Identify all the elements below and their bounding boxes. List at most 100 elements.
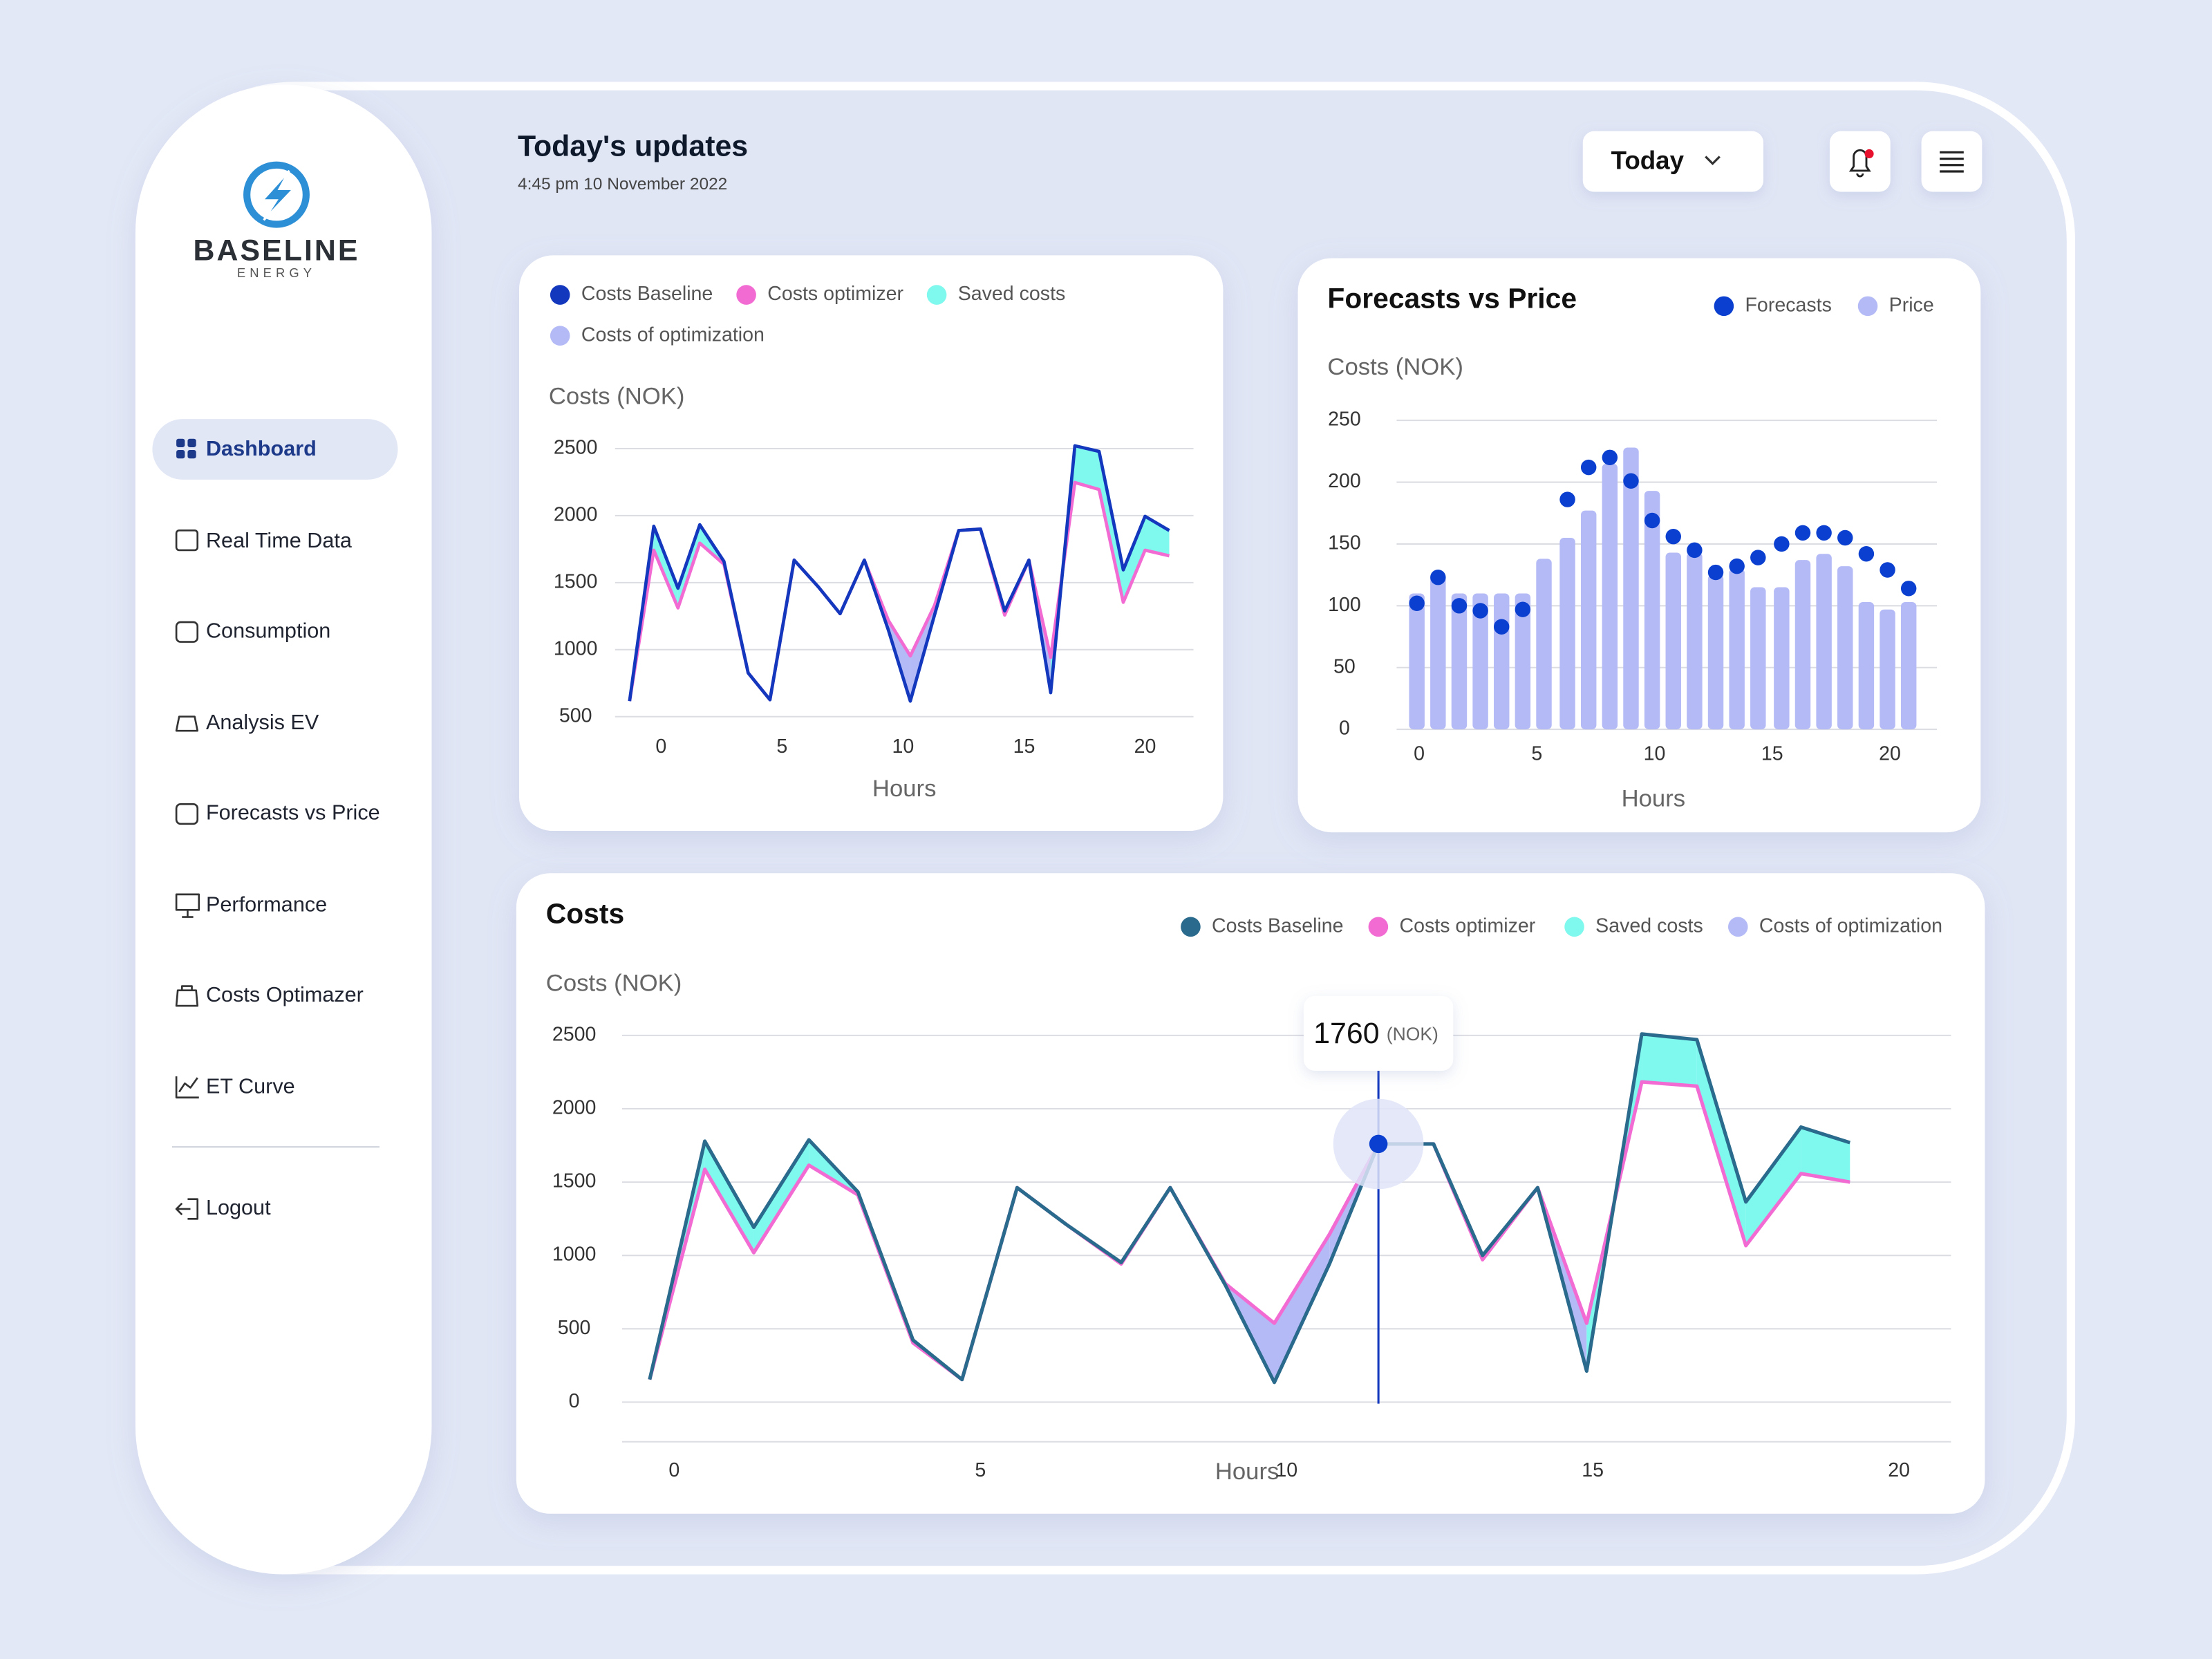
legend-swatch: [1564, 917, 1584, 937]
notification-dot: [1864, 149, 1874, 158]
series-line: [628, 480, 1170, 702]
difference-area: [1123, 516, 1145, 603]
legend-label: Price: [1889, 294, 1934, 316]
x-tick-label: 15: [1582, 1459, 1604, 1481]
nav-item[interactable]: ET Curve: [206, 1075, 295, 1098]
sidebar: [135, 84, 432, 1575]
card: [519, 255, 1224, 832]
y-tick-label: 500: [558, 1317, 591, 1339]
difference-area: [704, 1141, 754, 1253]
y-tick-label: 2500: [552, 1023, 597, 1045]
nav-item[interactable]: Consumption: [206, 619, 330, 642]
scatter-point: [1472, 603, 1488, 619]
y-tick-label: 2500: [554, 437, 598, 459]
scatter-point: [1409, 595, 1425, 611]
icon-part: [187, 438, 196, 447]
nav-item[interactable]: Analysis EV: [206, 711, 319, 734]
chart-title: Costs: [546, 897, 624, 929]
bar: [1880, 609, 1895, 730]
y-axis-title: Costs (NOK): [546, 971, 682, 997]
logout-icon: [175, 1198, 199, 1220]
tooltip-text: 1760 (NOK): [1313, 1017, 1438, 1050]
bar: [1794, 560, 1811, 730]
scatter-point: [1559, 491, 1575, 507]
bar: [1900, 601, 1917, 730]
x-tick-label: 10: [1644, 742, 1666, 765]
x-axis-title: Hours: [1622, 785, 1686, 812]
difference-area: [1145, 516, 1170, 556]
scatter-point: [1900, 581, 1917, 597]
series-line: [648, 1032, 1851, 1385]
y-tick-label: 1500: [552, 1170, 597, 1192]
nav-item[interactable]: Real Time Data: [206, 529, 353, 552]
scatter-point: [1451, 598, 1468, 614]
chart: 0 500 1000 1500 2000 2500 0 5 10 15 20 Costs Baseli…: [552, 915, 1951, 1481]
y-tick-label: 150: [1328, 532, 1361, 554]
nav-item[interactable]: Dashboard: [206, 437, 317, 460]
y-tick-label: 100: [1328, 594, 1361, 616]
bar: [1750, 587, 1766, 730]
nav-icon: [175, 715, 199, 732]
x-tick-label: 20: [1134, 735, 1156, 758]
y-tick-label: 2000: [554, 503, 598, 525]
bar: [1816, 554, 1832, 730]
legend-swatch: [550, 326, 570, 346]
difference-area: [653, 526, 678, 608]
menu-button[interactable]: [1921, 131, 1983, 192]
y-tick-label: 0: [1339, 718, 1350, 740]
period-dropdown[interactable]: [1582, 131, 1764, 192]
difference-area: [1745, 1127, 1801, 1246]
x-tick-label: 5: [776, 735, 787, 758]
legend-label: Costs optimizer: [767, 283, 903, 305]
scatter-point: [1729, 558, 1745, 574]
x-tick-label: 10: [892, 735, 915, 758]
icon-part: [176, 450, 185, 459]
scatter-point: [1750, 550, 1766, 565]
bar: [1623, 447, 1639, 730]
x-tick-label: 0: [655, 735, 666, 758]
scatter-point: [1774, 536, 1790, 552]
period-label: Today: [1611, 146, 1685, 174]
difference-area: [1074, 445, 1099, 490]
chart-title: Forecasts vs Price: [1327, 282, 1577, 314]
nav-item[interactable]: Forecasts vs Price: [206, 801, 380, 825]
bar: [1729, 568, 1745, 730]
y-tick-label: 250: [1328, 409, 1361, 431]
logout[interactable]: Logout: [206, 1196, 271, 1219]
hover-point: [1369, 1134, 1388, 1154]
scatter-point: [1623, 473, 1639, 489]
x-tick-label: 15: [1013, 735, 1035, 758]
x-tick-label: 15: [1761, 742, 1783, 765]
y-tick-label: 0: [569, 1390, 580, 1412]
icon-part: [176, 438, 185, 447]
bar: [1515, 593, 1531, 730]
nav-active-bg[interactable]: [152, 419, 398, 480]
nav-icon: [175, 985, 199, 1007]
bar: [1494, 593, 1510, 730]
scatter-point: [1494, 619, 1510, 635]
nav-item[interactable]: Costs Optimazer: [206, 983, 364, 1006]
scatter-point: [1816, 525, 1832, 541]
notifications-button[interactable]: [1829, 131, 1891, 192]
y-tick-label: 1500: [554, 570, 598, 592]
scatter-point: [1430, 569, 1446, 585]
x-tick-label: 20: [1879, 742, 1901, 765]
difference-area: [1696, 1040, 1746, 1246]
y-axis-title: Costs (NOK): [1327, 354, 1463, 380]
tooltip-value: 1760: [1313, 1017, 1379, 1050]
tooltip-unit: (NOK): [1387, 1024, 1438, 1044]
logo: BASELINE ENERGY: [193, 161, 358, 280]
tooltip: [1303, 995, 1454, 1071]
y-tick-label: 500: [559, 704, 592, 727]
x-tick-label: 5: [975, 1459, 986, 1481]
nav-item[interactable]: Performance: [206, 892, 327, 916]
legend-label: Costs Baseline: [1212, 915, 1344, 937]
scatter-point: [1837, 529, 1853, 546]
nav-icon: [175, 893, 200, 918]
y-tick-label: 50: [1333, 655, 1356, 677]
scatter-point: [1665, 528, 1681, 545]
series-line: [648, 1080, 1850, 1382]
legend-swatch: [1181, 917, 1201, 937]
legend-swatch: [1728, 917, 1748, 937]
legend-label: Costs of optimization: [1759, 915, 1942, 937]
